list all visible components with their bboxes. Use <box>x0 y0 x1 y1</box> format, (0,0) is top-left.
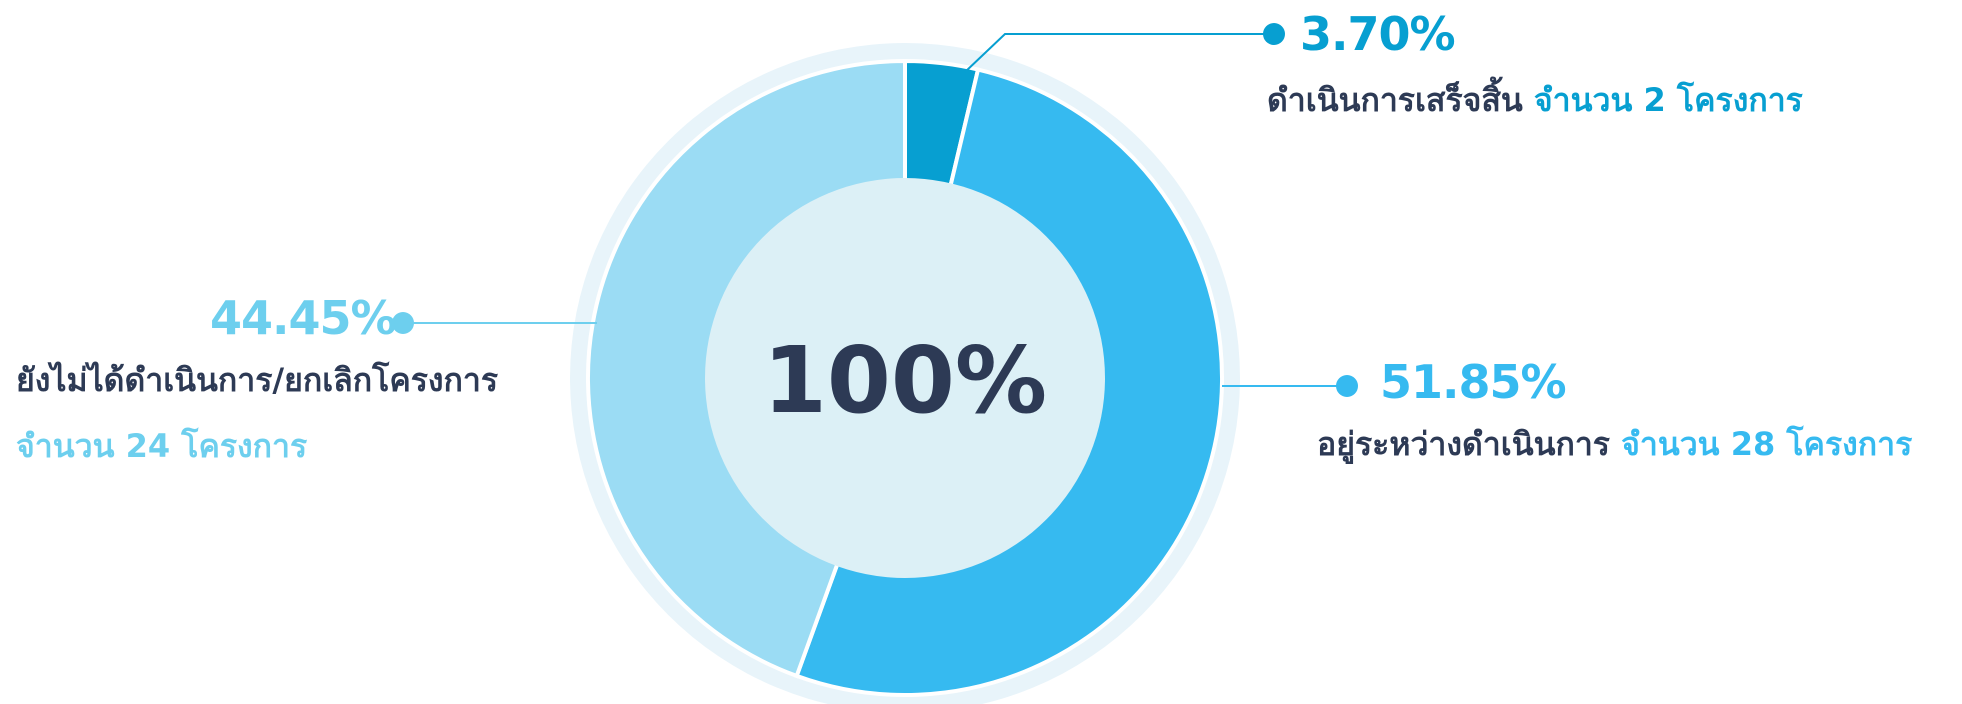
legend-in-progress: อยู่ระหว่างดำเนินการ จำนวน 28 โครงการ <box>1317 424 1912 464</box>
status-completed: ดำเนินการเสร็จสิ้น <box>1267 81 1523 119</box>
leader-dot-not-started <box>392 312 414 334</box>
legend-completed: ดำเนินการเสร็จสิ้น จำนวน 2 โครงการ <box>1267 80 1803 120</box>
percent-label-in-progress: 51.85% <box>1380 355 1567 409</box>
center-label: 100% <box>763 327 1047 434</box>
percent-label-completed: 3.70% <box>1300 7 1456 61</box>
status-not-started: ยังไม่ได้ดำเนินการ/ยกเลิกโครงการ <box>16 361 499 399</box>
count-not-started: จำนวน 24 โครงการ <box>16 427 308 465</box>
leader-dot-in-progress <box>1336 375 1358 397</box>
count-completed: จำนวน 2 โครงการ <box>1533 81 1803 119</box>
leader-line-completed <box>964 33 1272 73</box>
inner-disc <box>705 178 1105 578</box>
leader-dot-completed <box>1263 23 1285 45</box>
percent-label-not-started: 44.45% <box>210 291 397 345</box>
leader-lines <box>392 23 1358 397</box>
count-in-progress: จำนวน 28 โครงการ <box>1621 425 1913 463</box>
status-in-progress: อยู่ระหว่างดำเนินการ <box>1317 425 1610 463</box>
